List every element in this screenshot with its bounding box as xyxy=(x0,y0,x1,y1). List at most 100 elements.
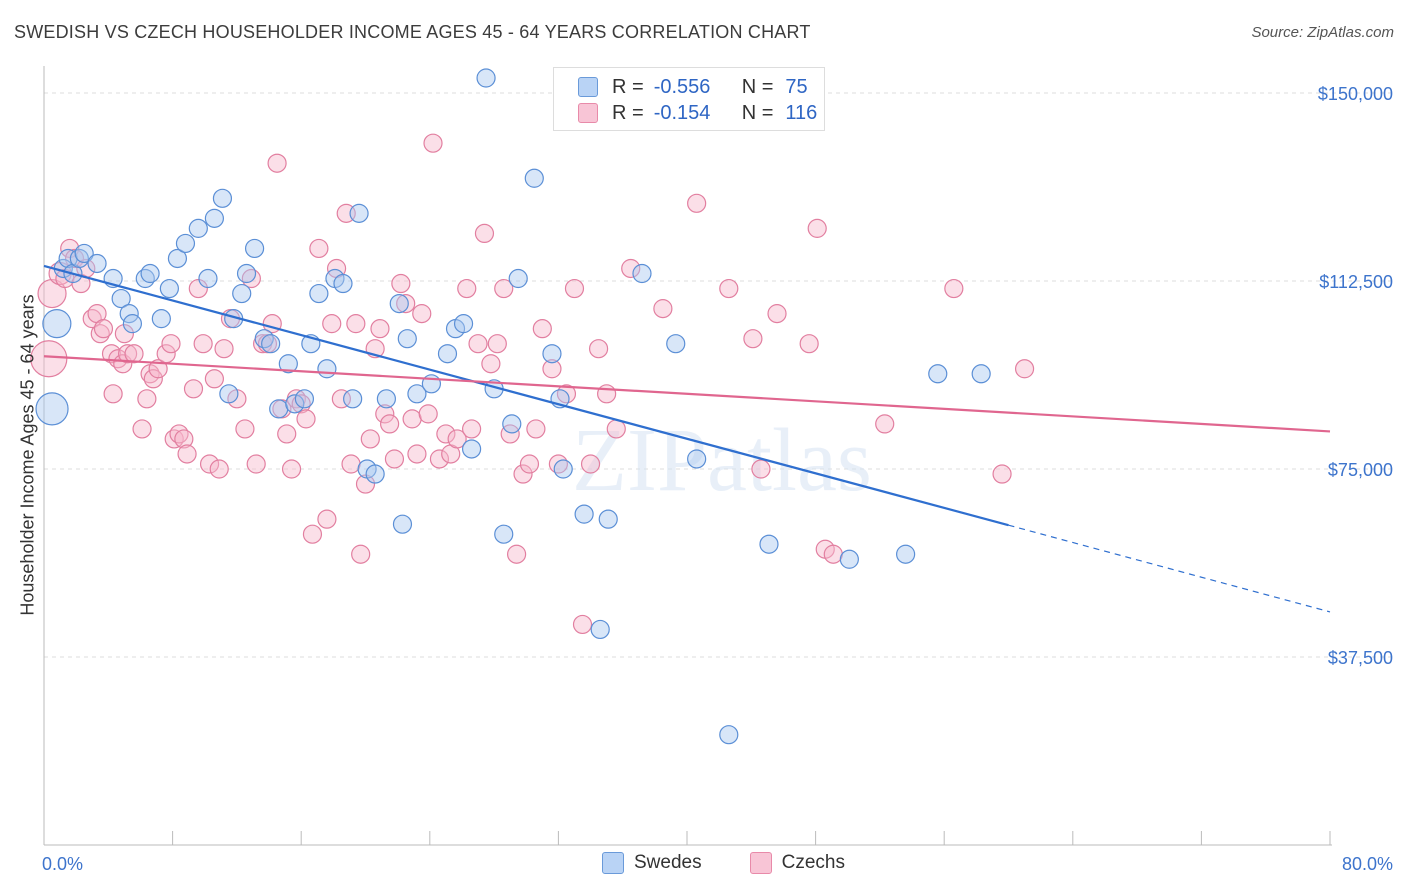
czechs-point xyxy=(823,544,843,564)
legend-r-label: R = xyxy=(612,101,644,124)
czechs-point xyxy=(341,454,361,474)
x-tick-label-min: 0.0% xyxy=(42,854,83,874)
czechs-point xyxy=(481,354,501,374)
swedes-point xyxy=(508,268,528,289)
legend-r-label: R = xyxy=(612,75,644,98)
czechs-point xyxy=(331,389,351,409)
czechs-point xyxy=(457,278,477,299)
swedes-point xyxy=(42,309,72,339)
y-axis-label: Householder Income Ages 45 - 64 years xyxy=(17,294,38,616)
czechs-point xyxy=(380,414,400,434)
czechs-trend-line xyxy=(43,355,1331,433)
swedes-point xyxy=(254,329,274,349)
swedes-point xyxy=(175,233,196,254)
czechs-point xyxy=(500,424,520,444)
swedes-point xyxy=(343,389,363,409)
czechs-swatch xyxy=(749,852,772,874)
czechs-point xyxy=(137,389,157,409)
y-tick-label: $150,000 xyxy=(1318,84,1393,104)
czechs-point xyxy=(580,454,601,474)
swedes-point xyxy=(151,309,171,329)
legend-row-swedes: R = -0.556 N = 75 xyxy=(578,74,808,100)
czechs-point xyxy=(246,454,266,474)
legend-n-label: N = xyxy=(741,101,774,124)
y-tick-label: $37,500 xyxy=(1328,648,1393,668)
swedes-point xyxy=(839,549,859,569)
czechs-point xyxy=(60,238,80,259)
swedes-swatch xyxy=(602,852,624,874)
czechs-point xyxy=(161,334,181,354)
y-tick-label: $75,000 xyxy=(1328,460,1393,480)
czechs-point xyxy=(396,293,416,314)
czechs-point xyxy=(519,454,540,474)
legend-swatch-czechs xyxy=(578,103,598,123)
czechs-point xyxy=(743,329,763,349)
czechs-point xyxy=(751,459,771,479)
czechs-point xyxy=(351,544,371,564)
chart-title: SWEDISH VS CZECH HOUSEHOLDER INCOME AGES… xyxy=(14,22,811,42)
legend-r-value-czechs: -0.154 xyxy=(653,101,711,124)
trend-lines xyxy=(43,264,1331,613)
swedes-point xyxy=(407,384,427,404)
czechs-point xyxy=(653,299,673,319)
czechs-point xyxy=(370,319,390,339)
swedes-point xyxy=(269,399,289,419)
czechs-point xyxy=(277,424,297,444)
swedes-point xyxy=(111,288,131,309)
czechs-point xyxy=(375,404,395,424)
swedes-legend-label: Swedes xyxy=(634,852,702,873)
czechs-point xyxy=(572,614,593,635)
czechs-point xyxy=(418,404,438,424)
czechs-point xyxy=(436,424,456,444)
czechs-point xyxy=(384,449,405,469)
swedes-point xyxy=(122,314,143,334)
swedes-point xyxy=(87,253,107,274)
czechs-point xyxy=(992,464,1012,484)
czechs-point xyxy=(391,273,411,294)
y-tick-labels: $37,500 $75,000 $112,500 $150,000 xyxy=(1318,84,1393,668)
czechs-point xyxy=(37,278,67,309)
grid-lines xyxy=(44,92,1395,658)
czechs-point xyxy=(474,223,495,244)
swedes-point xyxy=(35,392,69,426)
swedes-points xyxy=(35,68,991,745)
czechs-point xyxy=(124,344,144,364)
czechs-point xyxy=(322,314,342,334)
czechs-point xyxy=(687,193,707,213)
czechs-point xyxy=(117,344,138,364)
czechs-point xyxy=(71,273,91,294)
czechs-point xyxy=(606,419,626,439)
czechs-point xyxy=(807,218,827,238)
czechs-point xyxy=(281,459,302,479)
czechs-point xyxy=(267,153,287,173)
czechs-point xyxy=(468,334,488,354)
swedes-point xyxy=(365,464,385,484)
czechs-point xyxy=(429,449,450,469)
czechs-point xyxy=(526,419,546,439)
czechs-point xyxy=(412,304,432,324)
czechs-point xyxy=(767,304,787,324)
swedes-point xyxy=(376,389,396,409)
swedes-point xyxy=(453,314,474,334)
czechs-point xyxy=(235,419,255,439)
legend-n-label: N = xyxy=(741,75,774,98)
swedes-point xyxy=(198,268,218,289)
series-legend: Swedes Czechs xyxy=(602,852,845,874)
czechs-point xyxy=(494,278,514,299)
swedes-point xyxy=(687,449,707,469)
czechs-legend-label: Czechs xyxy=(781,852,845,873)
czechs-point xyxy=(30,340,68,378)
swedes-point xyxy=(159,278,179,299)
swedes-point xyxy=(502,414,522,434)
swedes-point xyxy=(349,203,369,223)
czechs-point xyxy=(114,324,134,344)
czechs-point xyxy=(93,319,114,339)
czechs-point xyxy=(204,369,224,389)
swedes-point xyxy=(896,544,916,564)
swedes-point xyxy=(236,263,257,284)
swedes-point xyxy=(212,188,233,208)
swedes-point xyxy=(317,359,337,379)
czechs-point xyxy=(447,429,467,449)
czechs-point xyxy=(209,459,229,479)
legend-row-czechs: R = -0.154 N = 116 xyxy=(578,100,817,126)
